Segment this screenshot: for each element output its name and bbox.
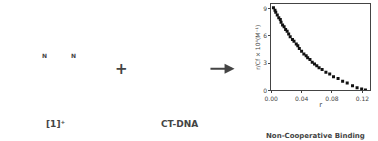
svg-text:0: 0 [263,87,267,94]
svg-text:0.04: 0.04 [295,95,309,102]
svg-text:0.00: 0.00 [265,95,279,102]
svg-text:[1]⁺: [1]⁺ [46,119,65,129]
svg-text:N: N [71,52,76,59]
svg-text:0.12: 0.12 [356,95,370,102]
svg-text:+: + [115,60,128,78]
svg-text:Non-Cooperative Binding: Non-Cooperative Binding [266,132,365,140]
svg-text:r: r [319,101,322,109]
svg-text:3: 3 [263,59,267,66]
svg-text:9: 9 [263,5,267,12]
svg-text:CT-DNA: CT-DNA [161,119,198,129]
svg-text:6: 6 [263,32,267,39]
svg-text:r/Cf × 10⁴(M⁻¹): r/Cf × 10⁴(M⁻¹) [254,25,261,70]
svg-text:0.08: 0.08 [325,95,339,102]
svg-text:N: N [42,52,47,59]
